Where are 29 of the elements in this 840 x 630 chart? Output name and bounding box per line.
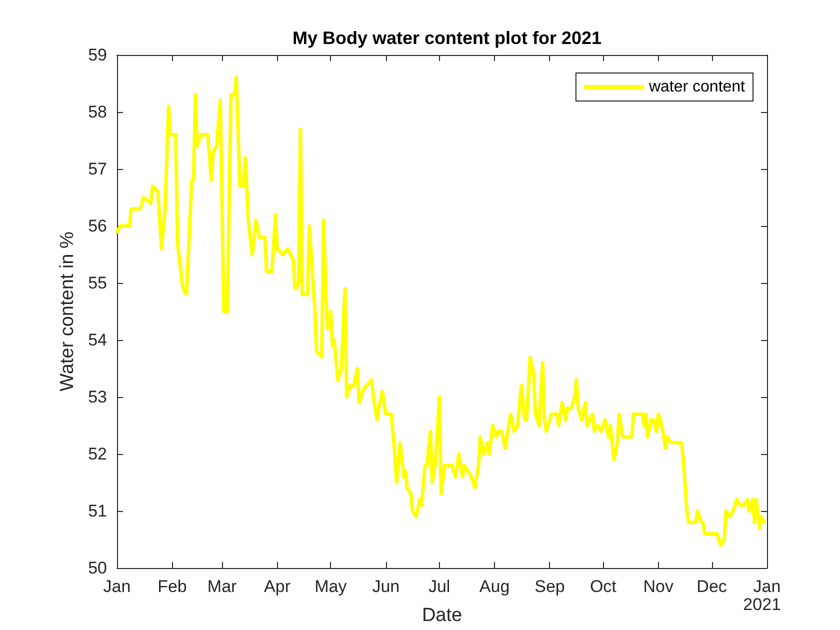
legend-label: water content — [648, 78, 746, 96]
y-tick-label: 54 — [88, 330, 107, 350]
x-tick-label: Mar — [207, 577, 238, 596]
line-series — [115, 76, 766, 547]
text: 2021 — [743, 595, 782, 614]
y-tick-label: 52 — [88, 444, 107, 464]
y-tick-label: 58 — [88, 102, 107, 122]
x-tick-label: Jan — [103, 577, 131, 596]
y-tick-label: 57 — [88, 160, 107, 178]
y-tick-label: 51 — [88, 502, 107, 520]
x-tick-label: Sep — [534, 577, 565, 596]
x-tick-label: May — [314, 577, 348, 596]
y-tick-label: 56 — [88, 216, 107, 236]
y-axis-title: Water content in % — [57, 231, 78, 392]
x-tick-label: Jul — [428, 577, 450, 596]
y-tick-label: 59 — [88, 46, 107, 64]
x-axis-title: Date — [422, 605, 462, 626]
x-tick-label: Jan — [753, 577, 781, 596]
y-tick-label: 53 — [88, 388, 107, 406]
x-tick-label: Nov — [643, 577, 674, 596]
y-tick-label: 55 — [88, 274, 107, 292]
x-tick-label: Feb — [158, 577, 187, 596]
x-tick-label: Aug — [479, 577, 510, 596]
x-tick-label: Apr — [264, 577, 291, 596]
chart-title: My Body water content plot for 2021 — [292, 28, 602, 48]
x-tick-label: Oct — [590, 577, 617, 596]
y-tick-label: 50 — [88, 558, 107, 578]
x-tick-label: Jun — [372, 577, 400, 596]
x-tick-label: Dec — [696, 577, 728, 596]
